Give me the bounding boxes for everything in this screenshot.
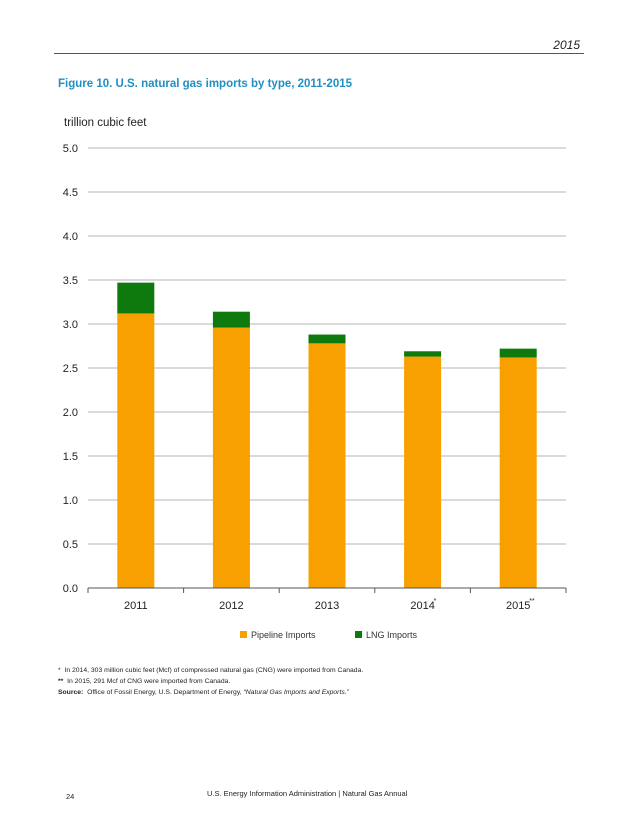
footnote-marker: * xyxy=(58,667,61,674)
y-tick-label: 2.5 xyxy=(63,363,78,375)
y-axis-unit-label: trillion cubic feet xyxy=(64,117,147,129)
footnote-text: In 2014, 303 million cubic feet (Mcf) of… xyxy=(64,667,364,674)
footnotes: * In 2014, 303 million cubic feet (Mcf) … xyxy=(58,665,363,698)
footnote-2015: ** In 2015, 291 Mcf of CNG were imported… xyxy=(58,676,363,687)
source-title: “Natural Gas Imports and Exports.” xyxy=(243,689,349,696)
y-tick-label: 4.0 xyxy=(63,231,78,243)
header-rule xyxy=(54,53,584,54)
source-note: Source: Office of Fossil Energy, U.S. De… xyxy=(58,687,363,698)
footnote-text: In 2015, 291 Mcf of CNG were imported fr… xyxy=(67,678,231,685)
footer-text: U.S. Energy Information Administration |… xyxy=(207,789,408,798)
source-text: Office of Fossil Energy, U.S. Department… xyxy=(87,689,242,696)
footnote-marker: ** xyxy=(58,678,64,685)
y-axis-ticks: 0.0 0.5 1.0 1.5 2.0 2.5 3.0 3.5 4.0 4.5 5.0 xyxy=(63,143,78,595)
source-label: Source: xyxy=(58,689,84,696)
footnote-2014: * In 2014, 303 million cubic feet (Mcf) … xyxy=(58,665,363,676)
x-tick-label: 2015 xyxy=(506,600,530,612)
bars xyxy=(117,282,537,588)
y-tick-label: 1.5 xyxy=(63,451,78,463)
legend-label-lng: LNG Imports xyxy=(366,630,418,640)
x-tick-superscript: * xyxy=(434,598,437,605)
y-tick-label: 0.0 xyxy=(63,583,78,595)
y-tick-label: 4.5 xyxy=(63,187,78,199)
bar-lng-imports xyxy=(308,334,346,344)
legend-swatch-lng xyxy=(355,631,362,638)
bar-lng-imports xyxy=(499,348,537,358)
y-tick-label: 3.0 xyxy=(63,319,78,331)
y-tick-label: 0.5 xyxy=(63,539,78,551)
y-tick-label: 3.5 xyxy=(63,275,78,287)
x-tick-label: 2011 xyxy=(124,600,148,612)
bar-pipeline-imports xyxy=(499,357,537,588)
x-tick-superscript: ** xyxy=(529,598,535,605)
bar-pipeline-imports xyxy=(117,313,155,588)
bar-lng-imports xyxy=(404,351,442,357)
x-tick-label: 2012 xyxy=(219,600,243,612)
bar-pipeline-imports xyxy=(212,327,250,588)
legend-swatch-pipeline xyxy=(240,631,247,638)
x-axis: 2011 2012 2013 2014* 2015** xyxy=(87,587,567,612)
y-tick-label: 5.0 xyxy=(63,143,78,155)
header-year: 2015 xyxy=(553,38,580,52)
bar-lng-imports xyxy=(117,282,155,314)
figure-title: Figure 10. U.S. natural gas imports by t… xyxy=(58,78,353,90)
bar-lng-imports xyxy=(212,311,250,328)
page-number: 24 xyxy=(66,792,75,801)
bar-pipeline-imports xyxy=(404,356,442,588)
y-tick-label: 1.0 xyxy=(63,495,78,507)
x-tick-label: 2013 xyxy=(315,600,339,612)
legend: Pipeline Imports LNG Imports xyxy=(240,630,418,640)
bar-pipeline-imports xyxy=(308,343,346,588)
legend-label-pipeline: Pipeline Imports xyxy=(251,630,316,640)
y-tick-label: 2.0 xyxy=(63,407,78,419)
x-tick-label: 2014 xyxy=(410,600,434,612)
